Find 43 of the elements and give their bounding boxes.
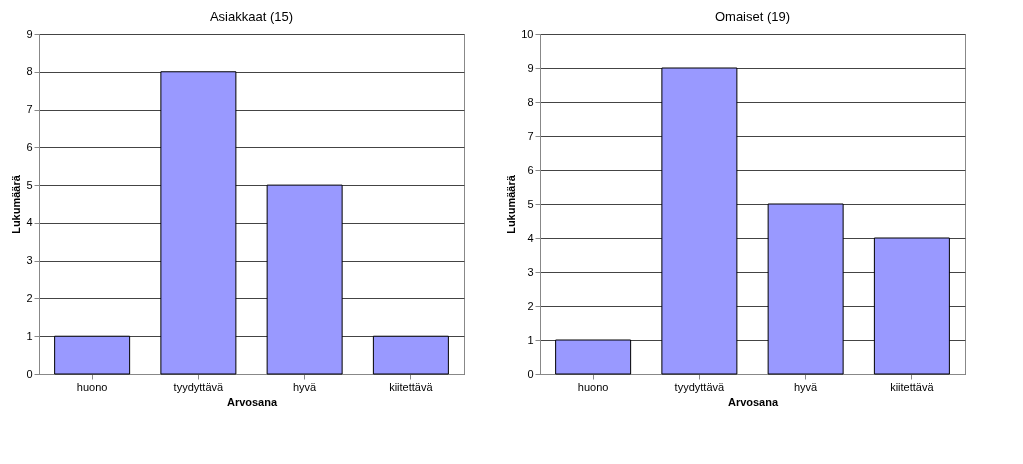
chart-title: Asiakkaat (15) <box>209 9 294 24</box>
x-axis-title: Arvosana <box>226 395 278 408</box>
x-tick-label: hyvä <box>794 380 819 393</box>
y-tick-label: 9 <box>26 27 33 40</box>
y-tick-label: 8 <box>26 65 33 78</box>
bar <box>160 71 237 375</box>
y-tick-label: 9 <box>527 61 534 74</box>
x-tick-label: huono <box>577 380 609 393</box>
y-tick-label: 5 <box>527 197 534 210</box>
bar <box>54 335 131 375</box>
y-axis-title: Lukumäärä <box>10 174 23 234</box>
y-tick-label: 3 <box>527 265 534 278</box>
y-tick-label: 1 <box>26 329 33 342</box>
bar <box>873 237 950 375</box>
y-tick-label: 6 <box>527 163 534 176</box>
y-tick-label: 7 <box>26 103 33 116</box>
y-tick-label: 5 <box>26 178 33 191</box>
x-tick-label: tyydyttävä <box>173 380 225 393</box>
bar <box>266 184 343 375</box>
y-tick-label: 10 <box>521 27 534 40</box>
x-tick-label: kiitettävä <box>890 380 935 393</box>
y-tick-label: 8 <box>527 95 534 108</box>
y-tick-label: 2 <box>527 299 534 312</box>
bar <box>661 67 738 375</box>
y-tick-label: 4 <box>527 231 534 244</box>
x-tick-label: hyvä <box>293 380 318 393</box>
y-tick-label: 0 <box>527 367 534 380</box>
x-axis-title: Arvosana <box>727 395 779 408</box>
bar <box>555 339 632 375</box>
bar <box>767 203 844 375</box>
y-tick-label: 1 <box>527 333 534 346</box>
y-tick-label: 7 <box>527 129 534 142</box>
chart-title: Omaiset (19) <box>714 9 791 24</box>
y-tick-label: 6 <box>26 140 33 153</box>
x-tick-label: tyydyttävä <box>674 380 726 393</box>
bar <box>372 335 449 375</box>
y-tick-label: 4 <box>26 216 33 229</box>
y-tick-label: 0 <box>26 367 33 380</box>
x-tick-label: huono <box>76 380 108 393</box>
y-tick-label: 2 <box>26 291 33 304</box>
y-axis-title: Lukumäärä <box>505 174 518 234</box>
x-tick-label: kiitettävä <box>389 380 434 393</box>
y-tick-label: 3 <box>26 254 33 267</box>
